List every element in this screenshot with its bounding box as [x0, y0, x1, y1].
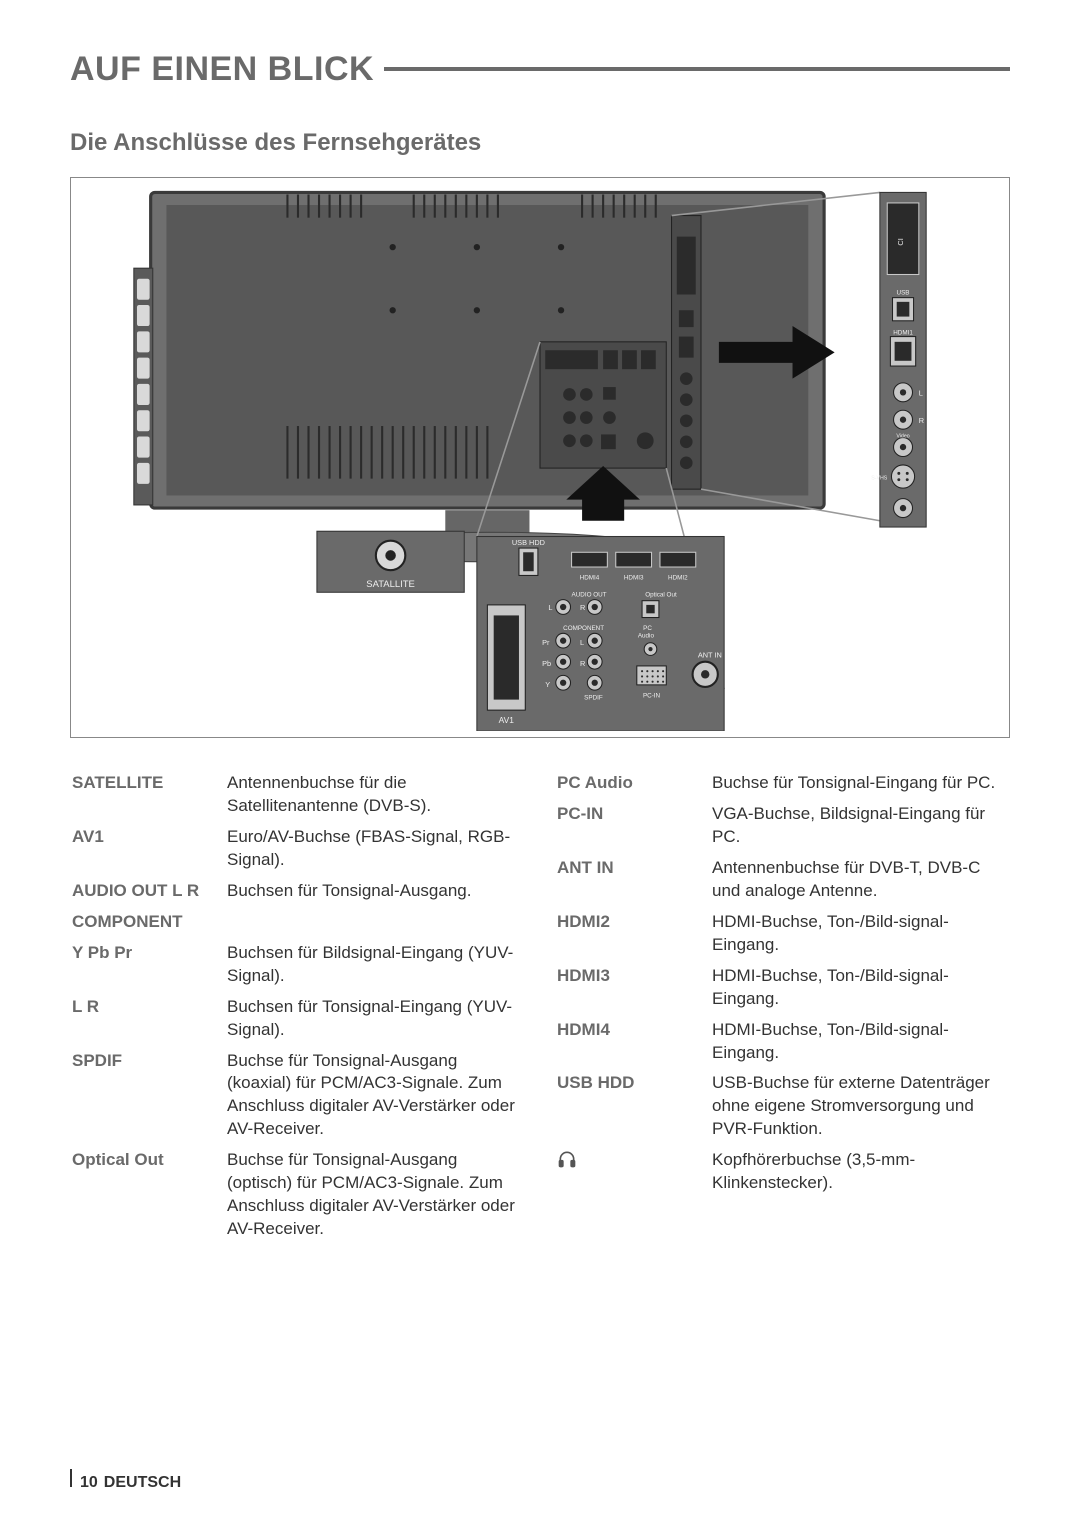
left-column: SATELLITEAntennenbuchse für die Satellit… [70, 768, 525, 1245]
connection-row: L RBuchsen für Tonsignal-Eingang (YUV-Si… [70, 992, 525, 1046]
connection-description: Buchse für Tonsignal-Ausgang (koaxial) f… [225, 1046, 525, 1146]
connection-row: Kopfhörerbuchse (3,5-mm-Klinkenstecker). [555, 1145, 1010, 1199]
page-footer: 10 DEUTSCH [70, 1469, 181, 1492]
connection-description: Kopfhörerbuchse (3,5-mm-Klinkenstecker). [710, 1145, 1010, 1199]
svg-text:PC: PC [643, 625, 652, 632]
svg-text:L: L [919, 389, 923, 398]
connection-label: USB HDD [555, 1068, 710, 1145]
svg-text:SPDIF: SPDIF [584, 695, 603, 702]
svg-text:AV1: AV1 [499, 715, 515, 725]
svg-text:HDMI4: HDMI4 [580, 575, 600, 582]
connection-label [555, 1145, 710, 1199]
connection-row: Y Pb PrBuchsen für Bildsignal-Eingang (Y… [70, 938, 525, 992]
page-number: 10 [80, 1474, 98, 1492]
svg-text:R: R [580, 603, 585, 612]
connection-description: VGA-Buchse, Bildsignal-Eingang für PC. [710, 799, 1010, 853]
connection-description: Antennenbuchse für DVB-T, DVB-C und anal… [710, 853, 1010, 907]
svg-text:L: L [580, 638, 584, 647]
svg-text:Audio: Audio [638, 633, 655, 640]
connection-row: SATELLITEAntennenbuchse für die Satellit… [70, 768, 525, 822]
svg-text:ANT IN: ANT IN [698, 651, 722, 660]
section-subheading: Die Anschlüsse des Fernsehgerätes [70, 129, 1010, 157]
svg-text:Pr: Pr [542, 638, 550, 647]
svg-text:USB: USB [897, 289, 910, 296]
svg-text:S-VHS: S-VHS [871, 476, 888, 482]
connection-label: SATELLITE [70, 768, 225, 822]
svg-text:PC-IN: PC-IN [643, 692, 661, 699]
connection-label: SPDIF [70, 1046, 225, 1146]
connection-label: PC-IN [555, 799, 710, 853]
connection-row: HDMI2HDMI-Buchse, Ton-/Bild-signal-Einga… [555, 907, 1010, 961]
connection-description: Buchse für Tonsignal-Eingang für PC. [710, 768, 1010, 799]
footer-bar-icon [70, 1469, 72, 1487]
connection-label: PC Audio [555, 768, 710, 799]
connection-row: USB HDDUSB-Buchse für externe Datenträge… [555, 1068, 1010, 1145]
svg-text:HDMI2: HDMI2 [668, 575, 688, 582]
svg-text:COMPONENT: COMPONENT [563, 625, 604, 632]
connection-row: Optical OutBuchse für Tonsignal-Ausgang … [70, 1145, 525, 1245]
connection-row: AUDIO OUT L RBuchsen für Tonsignal-Ausga… [70, 876, 525, 907]
connection-label: HDMI4 [555, 1015, 710, 1069]
svg-text:R: R [580, 659, 585, 668]
connection-row: COMPONENT [70, 907, 525, 938]
right-column: PC AudioBuchse für Tonsignal-Eingang für… [555, 768, 1010, 1245]
connection-description: USB-Buchse für externe Datenträger ohne … [710, 1068, 1010, 1145]
connection-row: HDMI3HDMI-Buchse, Ton-/Bild-signal-Einga… [555, 961, 1010, 1015]
connection-description: HDMI-Buchse, Ton-/Bild-signal-Eingang. [710, 907, 1010, 961]
connection-row: PC-INVGA-Buchse, Bildsignal-Eingang für … [555, 799, 1010, 853]
connection-label: Y Pb Pr [70, 938, 225, 992]
page-title-text: AUF EINEN BLICK [70, 50, 374, 89]
connection-row: PC AudioBuchse für Tonsignal-Eingang für… [555, 768, 1010, 799]
connection-description: Euro/AV-Buchse (FBAS-Signal, RGB-Signal)… [225, 822, 525, 876]
connection-description: Buchsen für Bildsignal-Eingang (YUV-Sign… [225, 938, 525, 992]
connection-label: HDMI2 [555, 907, 710, 961]
connection-description [225, 907, 525, 938]
svg-text:SATALLITE: SATALLITE [366, 579, 415, 590]
connection-description: Antennenbuchse für die Satellitenantenne… [225, 768, 525, 822]
connection-description: HDMI-Buchse, Ton-/Bild-signal-Eingang. [710, 961, 1010, 1015]
svg-text:Y: Y [545, 680, 550, 689]
svg-text:AUDIO OUT: AUDIO OUT [572, 591, 607, 598]
connection-label: COMPONENT [70, 907, 225, 938]
connection-label: HDMI3 [555, 961, 710, 1015]
svg-text:Pb: Pb [542, 659, 551, 668]
connections-columns: SATELLITEAntennenbuchse für die Satellit… [70, 768, 1010, 1245]
tv-connections-illustration: SATALLITE USB HDD HDMI4 HDMI3 HDMI2 AV1 … [70, 177, 1010, 738]
svg-text:Video: Video [896, 434, 909, 440]
svg-text:R: R [919, 416, 924, 425]
connection-row: SPDIFBuchse für Tonsignal-Ausgang (koaxi… [70, 1046, 525, 1146]
svg-text:USB HDD: USB HDD [512, 538, 545, 547]
svg-text:HDMI3: HDMI3 [624, 575, 644, 582]
connection-label: L R [70, 992, 225, 1046]
svg-text:HDMI1: HDMI1 [893, 329, 913, 336]
connection-description: Buchsen für Tonsignal-Ausgang. [225, 876, 525, 907]
connection-label: Optical Out [70, 1145, 225, 1245]
connection-description: Buchsen für Tonsignal-Eingang (YUV-Signa… [225, 992, 525, 1046]
svg-text:Optical Out: Optical Out [645, 591, 677, 598]
connection-row: AV1Euro/AV-Buchse (FBAS-Signal, RGB-Sign… [70, 822, 525, 876]
tv-diagram-svg: SATALLITE USB HDD HDMI4 HDMI3 HDMI2 AV1 … [77, 184, 1003, 731]
connection-label: AV1 [70, 822, 225, 876]
language-label: DEUTSCH [104, 1474, 181, 1492]
svg-text:L: L [548, 603, 552, 612]
page-title: AUF EINEN BLICK [70, 50, 1010, 89]
connection-description: Buchse für Tonsignal-Ausgang (optisch) f… [225, 1145, 525, 1245]
connection-row: HDMI4HDMI-Buchse, Ton-/Bild-signal-Einga… [555, 1015, 1010, 1069]
connection-row: ANT INAntennenbuchse für DVB-T, DVB-C un… [555, 853, 1010, 907]
connection-label: ANT IN [555, 853, 710, 907]
svg-text:CI: CI [896, 238, 905, 245]
connection-label: AUDIO OUT L R [70, 876, 225, 907]
headphone-icon [557, 1150, 577, 1169]
connection-description: HDMI-Buchse, Ton-/Bild-signal-Eingang. [710, 1015, 1010, 1069]
